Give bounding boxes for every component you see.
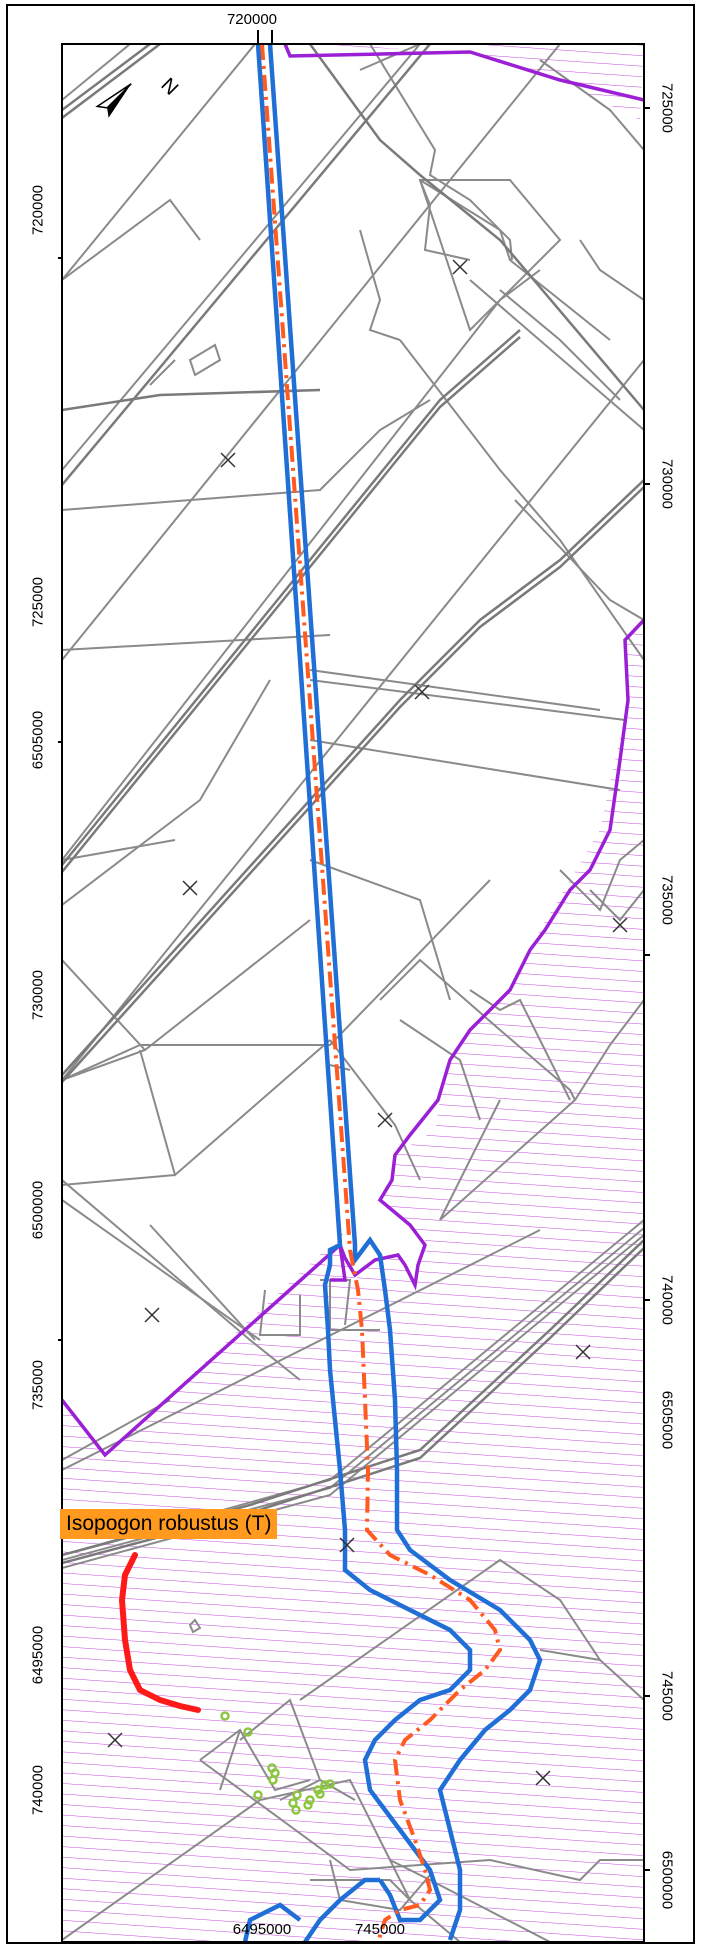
grid-label-right-4: 6505000 <box>658 1390 676 1450</box>
grid-label-left-1: 725000 <box>29 576 47 628</box>
survey-point-marker <box>535 1770 551 1786</box>
species-occurrence-point <box>303 1800 313 1810</box>
survey-point-marker <box>377 1112 393 1128</box>
survey-point-marker <box>452 259 468 275</box>
survey-point-marker <box>182 880 198 896</box>
grid-label-right-2: 735000 <box>658 874 676 926</box>
grid-label-right-3: 740000 <box>658 1274 676 1326</box>
grid-label-left-7: 740000 <box>29 1764 47 1816</box>
species-occurrence-point <box>325 1779 335 1789</box>
grid-label-top-0: 720000 <box>226 11 278 28</box>
grid-label-left-2: 6505000 <box>29 710 47 770</box>
species-occurrence-point <box>315 1789 325 1799</box>
survey-point-marker <box>144 1307 160 1323</box>
north-arrow-icon <box>95 83 132 118</box>
map-neatline <box>61 43 645 1943</box>
grid-label-bottom-1: 745000 <box>354 1921 406 1938</box>
species-occurrence-point <box>291 1805 301 1815</box>
species-occurrence-point <box>253 1790 263 1800</box>
grid-label-right-1: 730000 <box>658 458 676 510</box>
species-occurrence-point <box>243 1727 253 1737</box>
grid-label-bottom-0: 6495000 <box>232 1921 292 1938</box>
species-occurrence-point <box>320 1780 330 1790</box>
project-corridor <box>242 44 543 1942</box>
survey-point-marker <box>220 452 236 468</box>
species-population-line <box>118 1552 201 1713</box>
north-letter: N <box>156 74 182 100</box>
species-occurrence-point <box>220 1711 230 1721</box>
reserve-area-top <box>285 44 644 120</box>
cadastral-lines <box>62 44 644 1942</box>
species-occurrence-point <box>268 1775 278 1785</box>
reserve-area-main <box>62 620 644 1942</box>
species-occurrence-points <box>220 1711 335 1815</box>
grid-label-left-6: 6495000 <box>29 1625 47 1685</box>
species-occurrence-point <box>292 1790 302 1800</box>
survey-point-marker <box>414 684 430 700</box>
survey-point-marker <box>575 1344 591 1360</box>
survey-point-markers <box>107 259 628 1786</box>
reserve-boundary <box>62 44 644 1458</box>
survey-point-marker <box>107 1732 123 1748</box>
grid-label-right-6: 6500000 <box>658 1850 676 1910</box>
grid-label-right-0: 725000 <box>658 82 676 134</box>
grid-label-left-5: 735000 <box>29 1359 47 1411</box>
grid-label-left-3: 730000 <box>29 969 47 1021</box>
species-label: Isopogon robustus (T) <box>60 1509 278 1539</box>
survey-point-marker <box>339 1537 355 1553</box>
grid-label-right-5: 745000 <box>658 1670 676 1722</box>
grid-label-left-0: 720000 <box>29 184 47 236</box>
survey-point-marker <box>612 917 628 933</box>
species-occurrence-line <box>118 1552 201 1713</box>
alignment-centerline <box>260 44 503 1942</box>
grid-label-left-4: 6500000 <box>29 1180 47 1240</box>
